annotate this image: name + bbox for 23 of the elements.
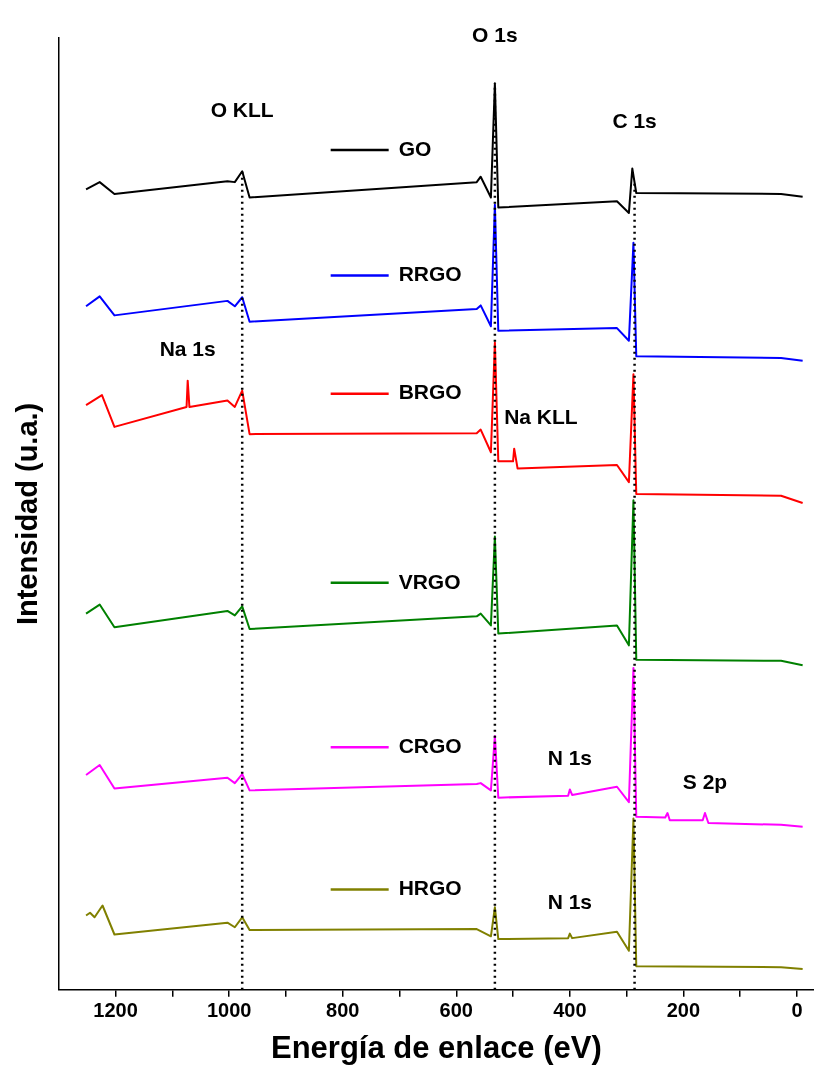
x-tick-label: 1000: [206, 999, 252, 1022]
x-axis-title: Energía de enlace (eV): [270, 1029, 602, 1065]
legend-label: GO: [398, 136, 432, 160]
x-tick-label: 200: [666, 999, 701, 1022]
legend-label: BRGO: [398, 380, 462, 404]
annotation: S 2p: [682, 769, 728, 793]
legend-label: HRGO: [398, 876, 462, 900]
annotation: Na 1s: [159, 337, 216, 361]
x-tick-label: 400: [553, 999, 587, 1022]
legend-label: RRGO: [398, 262, 462, 286]
legend-label: CRGO: [398, 734, 462, 758]
ref-line-label: O 1s: [472, 22, 518, 46]
legend-label: VRGO: [398, 569, 461, 593]
annotation: Na KLL: [504, 405, 578, 429]
annotation: N 1s: [547, 890, 593, 914]
ref-line-label: C 1s: [612, 109, 657, 133]
ref-line-label: O KLL: [210, 98, 274, 122]
x-tick-label: 800: [326, 999, 360, 1022]
y-axis-title: Intensidad (u.a.): [11, 402, 44, 626]
annotation: N 1s: [547, 746, 593, 770]
x-tick-label: 0: [791, 999, 803, 1022]
x-tick-label: 1200: [93, 999, 138, 1022]
x-tick-label: 600: [439, 999, 473, 1022]
